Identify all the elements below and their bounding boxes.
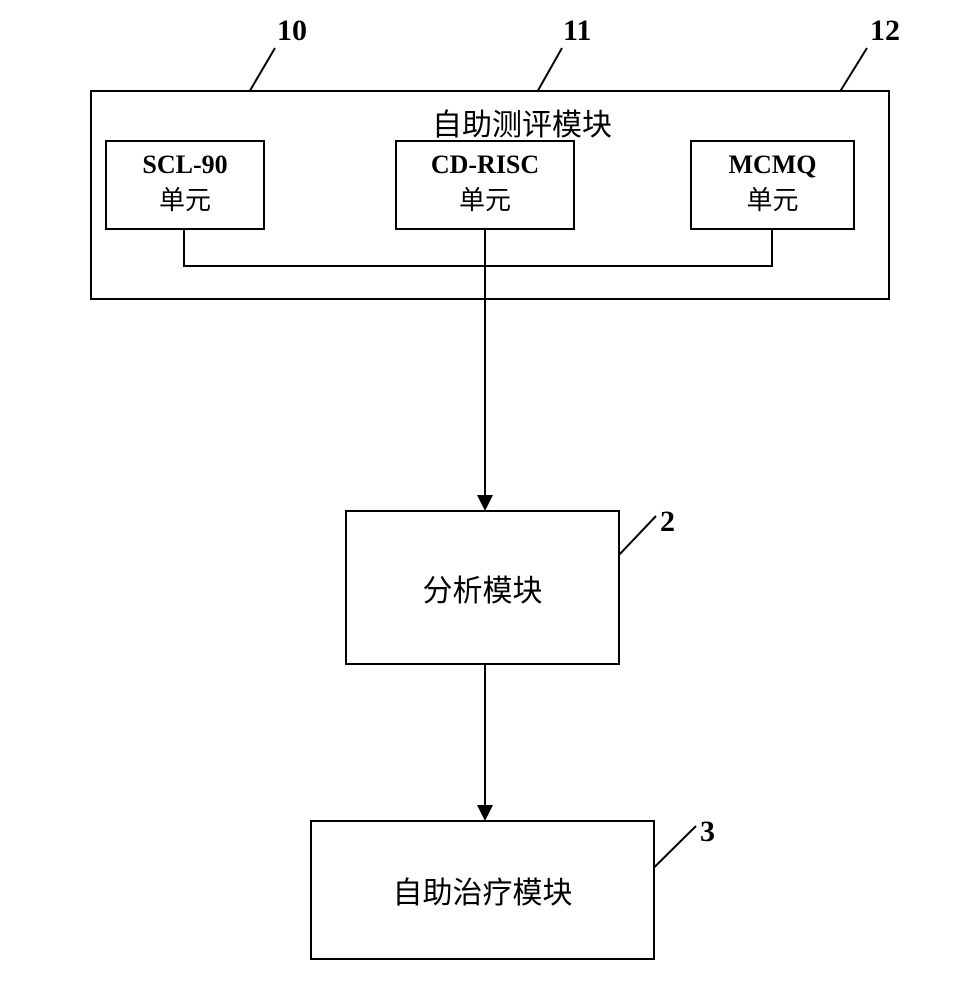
unit-mcmq: MCMQ 单元 xyxy=(690,140,855,230)
unit-scl90: SCL-90 单元 xyxy=(105,140,265,230)
arrow-analysis-to-treatment-head xyxy=(477,805,493,821)
conn-horizontal-bus xyxy=(183,265,773,267)
treatment-module-title: 自助治疗模块 xyxy=(393,868,573,912)
assessment-module-title: 自助测评模块 xyxy=(432,100,612,144)
unit-cdrisc-label: 单元 xyxy=(397,180,573,217)
callout-2: 2 xyxy=(660,505,675,539)
unit-cdrisc: CD-RISC 单元 xyxy=(395,140,575,230)
unit-cdrisc-code: CD-RISC xyxy=(397,150,573,180)
callout-12: 12 xyxy=(870,14,900,48)
analysis-module-title: 分析模块 xyxy=(423,566,543,610)
diagram-root: 10 11 12 自助测评模块 SCL-90 单元 CD-RISC 单元 MCM… xyxy=(0,0,957,100)
unit-scl90-label: 单元 xyxy=(107,180,263,217)
unit-scl90-code: SCL-90 xyxy=(107,150,263,180)
treatment-module-box: 自助治疗模块 xyxy=(310,820,655,960)
conn-scl90-down xyxy=(183,230,185,265)
unit-mcmq-label: 单元 xyxy=(692,180,853,217)
callout-3: 3 xyxy=(700,815,715,849)
arrow-assessment-to-analysis-line xyxy=(484,265,486,495)
arrow-assessment-to-analysis-head xyxy=(477,495,493,511)
arrow-analysis-to-treatment-line xyxy=(484,665,486,805)
callout-11: 11 xyxy=(563,14,591,48)
analysis-module-box: 分析模块 xyxy=(345,510,620,665)
conn-mcmq-down xyxy=(771,230,773,265)
conn-cdrisc-down xyxy=(484,230,486,265)
unit-mcmq-code: MCMQ xyxy=(692,150,853,180)
callout-10: 10 xyxy=(277,14,307,48)
